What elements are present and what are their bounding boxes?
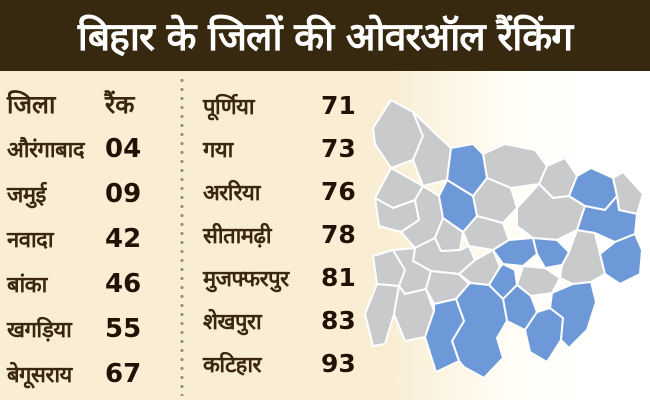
district-name: औरंगाबाद [7,137,85,163]
district-rank: 42 [105,223,142,254]
district-name: अररिया [203,180,260,206]
table-row: अररिया 76 [203,170,368,213]
district-name: जमुई [7,182,46,208]
page-title: बिहार के जिलों की ओवरऑल रैंकिंग [77,15,573,60]
district-rank: 73 [321,134,356,163]
table-header: जिला रैंक [7,82,179,126]
district-name: पूर्णिया [203,94,255,120]
table-row: जमुई 09 [7,171,179,216]
district-katihar [599,233,643,285]
table-row: सीतामढ़ी 78 [203,213,368,256]
column-header-rank: रैंक [105,90,135,119]
district-name: शेखपुरा [203,309,262,335]
district-name: खगड़िया [7,317,72,343]
district-rank: 93 [321,349,356,378]
district-rank: 83 [321,306,356,335]
table-row: बेगूसराय 67 [7,351,179,396]
district-muzaffarpur [438,179,478,233]
district-banka [549,281,597,349]
district-aurangabad [424,298,465,373]
district-khagaria [532,237,570,269]
dotted-divider [180,76,184,396]
district-name: कटिहार [203,352,262,378]
ranking-table-right: पूर्णिया 71 गया 73 अररिया 76 सीतामढ़ी 78… [203,84,368,385]
district-east-champaran [412,111,452,187]
table-row: गया 73 [203,127,368,170]
district-name: बेगूसराय [7,362,72,388]
table-row: शेखपुरा 83 [203,299,368,342]
table-row: औरंगाबाद 04 [7,126,179,171]
district-name: गया [203,137,233,163]
bihar-map [364,99,644,379]
district-rank: 09 [105,178,142,209]
table-row: मुजफ्फरपुर 81 [203,256,368,299]
district-rank: 71 [321,91,356,120]
table-row: खगड़िया 55 [7,306,179,351]
district-rank: 76 [321,177,356,206]
district-rank: 81 [321,263,356,292]
table-row: पूर्णिया 71 [203,84,368,127]
district-rank: 67 [105,358,142,389]
column-header-district: जिला [7,90,56,119]
district-purnia [576,195,638,243]
table-row: नवादा 42 [7,216,179,261]
district-rank: 04 [105,133,142,164]
district-name: बांका [7,272,47,298]
district-name: मुजफ्फरपुर [203,266,289,292]
table-row: बांका 46 [7,261,179,306]
district-name: सीतामढ़ी [203,223,272,249]
district-name: नवादा [7,227,54,253]
district-rank: 46 [105,268,142,299]
district-gaya [451,282,508,379]
district-rank: 78 [321,220,356,249]
ranking-table-left: जिला रैंक औरंगाबाद 04 जमुई 09 नवादा 42 ब… [7,82,179,396]
title-bar: बिहार के जिलों की ओवरऑल रैंकिंग [0,0,650,71]
table-row: कटिहार 93 [203,342,368,385]
district-rank: 55 [105,313,142,344]
